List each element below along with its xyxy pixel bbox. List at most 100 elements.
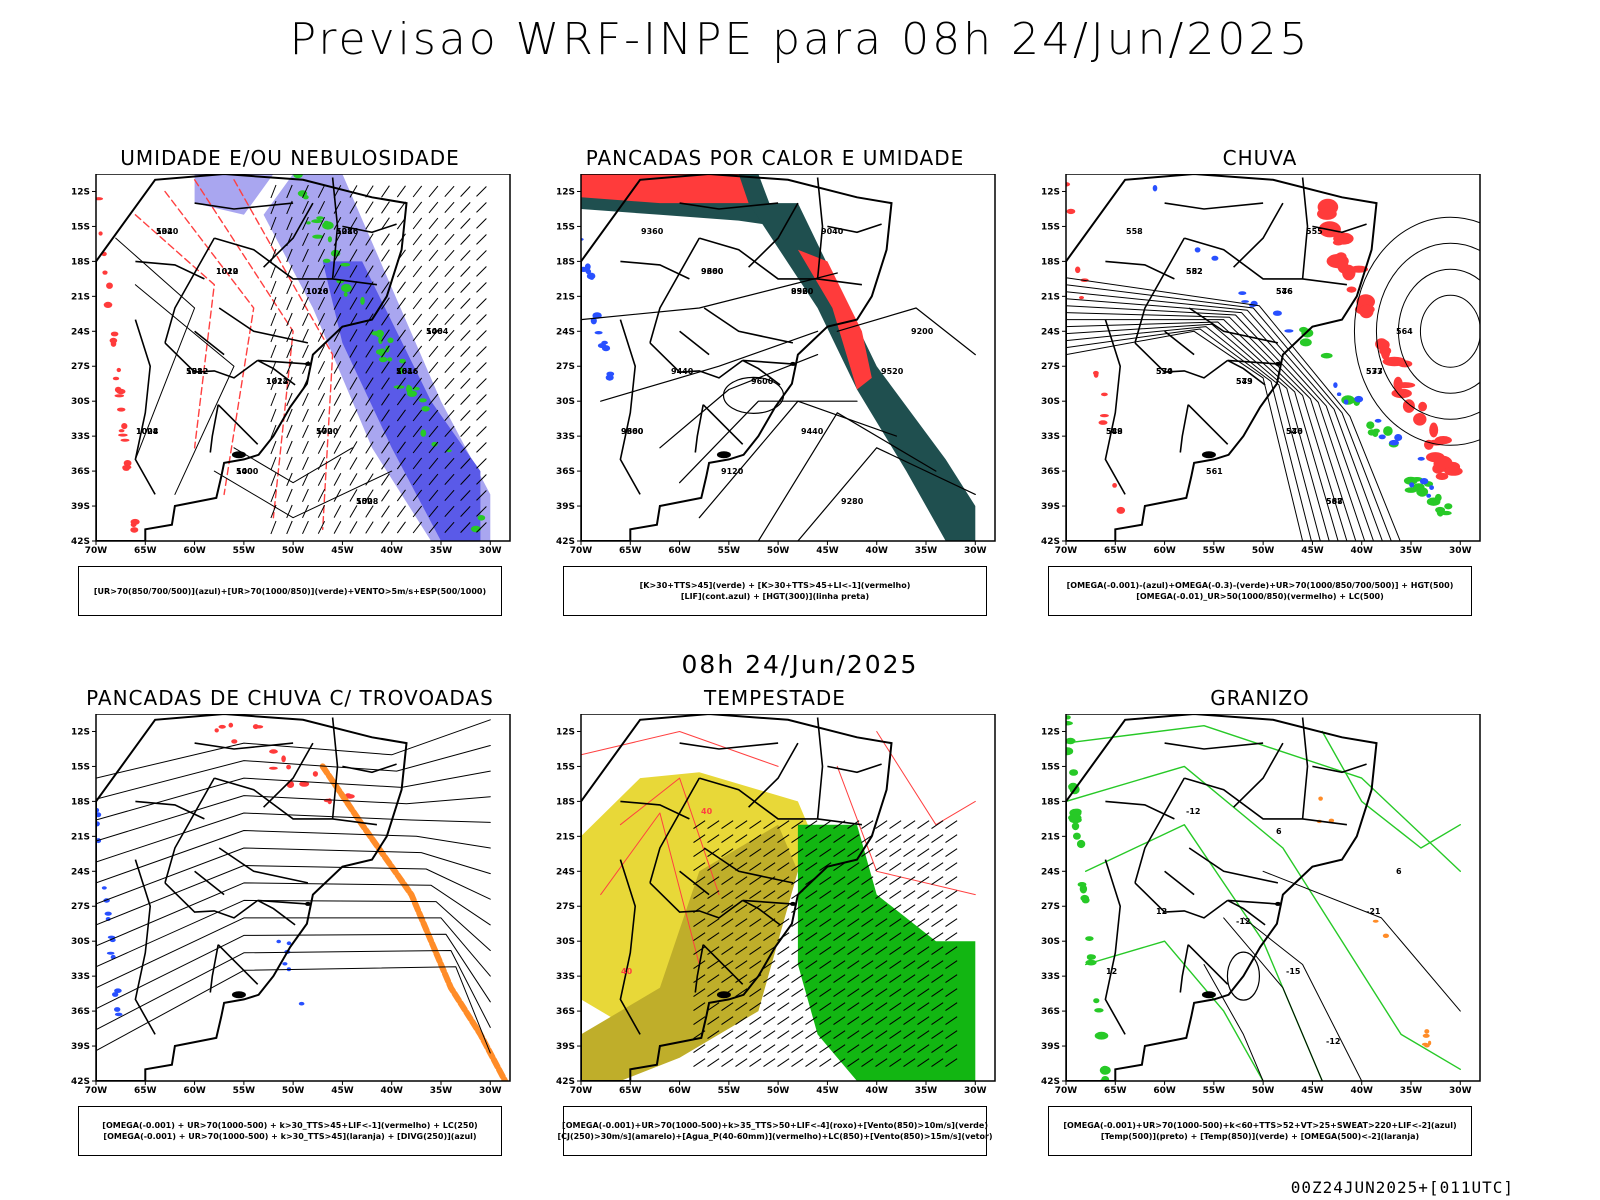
wind850-vector-335 (945, 974, 958, 984)
wind-arrow-36 (286, 408, 293, 423)
wind-arrow-293 (476, 298, 487, 309)
border-line-12 (1233, 202, 1284, 268)
hgt500-trough-10 (1066, 284, 1392, 541)
wind850-vector-162 (819, 820, 832, 830)
legend-line: [OMEGA(-0.001)+UR>70(1000-500)+k>35_TTS>… (562, 1121, 988, 1130)
wind-arrow-94 (333, 281, 342, 294)
hgt500-high-ring-0 (1419, 294, 1480, 368)
y-tick-label: 42S (71, 537, 90, 547)
y-tick-label: 33S (556, 432, 575, 442)
wind850-vector-221 (861, 890, 874, 900)
wind850-vector-56 (735, 848, 748, 858)
wind850-vector-250 (875, 1044, 888, 1054)
y-tick-label: 36S (71, 467, 90, 477)
wind850-vector-311 (931, 890, 944, 900)
rain-red-cell-31 (1317, 207, 1337, 220)
border-line-2 (257, 899, 307, 905)
wind-arrow-111 (349, 201, 358, 214)
storm-red-cell-5 (281, 755, 286, 763)
wind-arrow-88 (333, 185, 342, 198)
wind850-vector-114 (777, 904, 790, 914)
temp850-green-cell-0 (1066, 715, 1071, 720)
wind850-vector-72 (749, 820, 762, 830)
wind-arrow-41 (286, 488, 293, 503)
lc250-streamline-12 (96, 950, 491, 1031)
contour-label-16: 570 (316, 427, 333, 436)
rain-blue-cell-1 (1336, 392, 1342, 396)
wind-arrow-249 (444, 297, 455, 310)
wind-arrow-291 (476, 266, 487, 277)
wind-arrow-185 (396, 329, 406, 342)
wind-arrow-152 (365, 505, 374, 518)
wind850-vector-151 (805, 918, 818, 928)
wind850-vector-139 (791, 1002, 804, 1012)
wind850-vector-258 (889, 904, 902, 914)
wind850-vector-71 (735, 1058, 748, 1068)
wind-arrow-256 (444, 409, 455, 422)
wind850-vector-100 (763, 960, 776, 970)
andes-rain-cell-6 (1066, 182, 1071, 187)
island-marker (304, 901, 311, 906)
wind850-vector-73 (749, 834, 762, 844)
wind-arrow-74 (317, 312, 326, 326)
wind850-vector-305 (917, 1058, 930, 1068)
wind-arrow-245 (444, 233, 455, 246)
wind850-vector-110 (777, 848, 790, 858)
rain-red-cell-28 (1346, 286, 1357, 293)
wind-arrow-13 (270, 392, 277, 407)
wind-arrow-54 (302, 344, 309, 359)
wind-arrow-125 (349, 425, 358, 438)
wind-arrow-70 (317, 248, 326, 262)
temp500-contour-3 (1203, 964, 1264, 1081)
wind850-vector-187 (833, 918, 846, 928)
wind-arrow-289 (476, 234, 487, 245)
wind850-vector-292 (917, 876, 930, 886)
wind850-vector-142 (791, 1044, 804, 1054)
contour-label-3: -12 (1236, 917, 1250, 926)
wind-arrow-35 (286, 392, 293, 407)
map-frame (580, 714, 996, 1082)
wind-arrow-232 (428, 377, 439, 390)
border-line-7 (1179, 944, 1189, 993)
rain-blue-cell-5 (1354, 395, 1364, 403)
x-tick-label: 40W (380, 546, 403, 556)
wind-arrow-251 (444, 329, 455, 342)
wind-arrow-114 (349, 249, 358, 262)
wind-arrow-219 (412, 521, 423, 534)
x-tick-label: 60W (668, 546, 691, 556)
wind-arrow-304 (476, 474, 487, 485)
wind850-vector-84 (749, 988, 762, 998)
rain-blue-cell-18 (1419, 478, 1429, 485)
wind-arrow-129 (349, 489, 358, 502)
wind-arrow-82 (317, 440, 326, 454)
wind850-vector-43 (721, 918, 734, 928)
humid-green-cell-13 (316, 216, 324, 220)
wind-arrow-48 (302, 248, 309, 263)
wind-arrow-181 (396, 265, 406, 278)
border-line-7 (694, 944, 704, 993)
wind-arrow-254 (444, 377, 455, 390)
wind-arrow-130 (349, 505, 358, 518)
temp850-green-cell-26 (1068, 814, 1082, 822)
wind850-vector-161 (805, 1058, 818, 1068)
map-layers: 9600 9600 9520 9600 9440 9520 9440 9280 9200 9120… (581, 174, 976, 541)
wind-arrow-278 (460, 410, 471, 421)
wind-arrow-246 (444, 249, 455, 262)
humid-green-cell-22 (343, 292, 348, 297)
wind850-vector-91 (763, 834, 776, 844)
wind850-vector-279 (903, 946, 916, 956)
x-tick-label: 55W (718, 1086, 741, 1096)
wind850-vector-330 (945, 904, 958, 914)
wind850-vector-210 (847, 988, 860, 998)
thickness-contour-3 (233, 179, 334, 530)
wind-arrow-47 (302, 232, 309, 247)
andes-red-cell-8 (96, 197, 104, 201)
wind-arrow-69 (317, 232, 326, 246)
wind-arrow-226 (428, 281, 439, 294)
y-tick-label: 18S (556, 257, 575, 267)
border-line-6 (217, 944, 259, 985)
wind850-vector-118 (777, 960, 790, 970)
contour-label-9: 561 (1206, 467, 1223, 476)
hgt500-trough-9 (1066, 291, 1383, 541)
lc250-streamline-3 (96, 795, 491, 842)
